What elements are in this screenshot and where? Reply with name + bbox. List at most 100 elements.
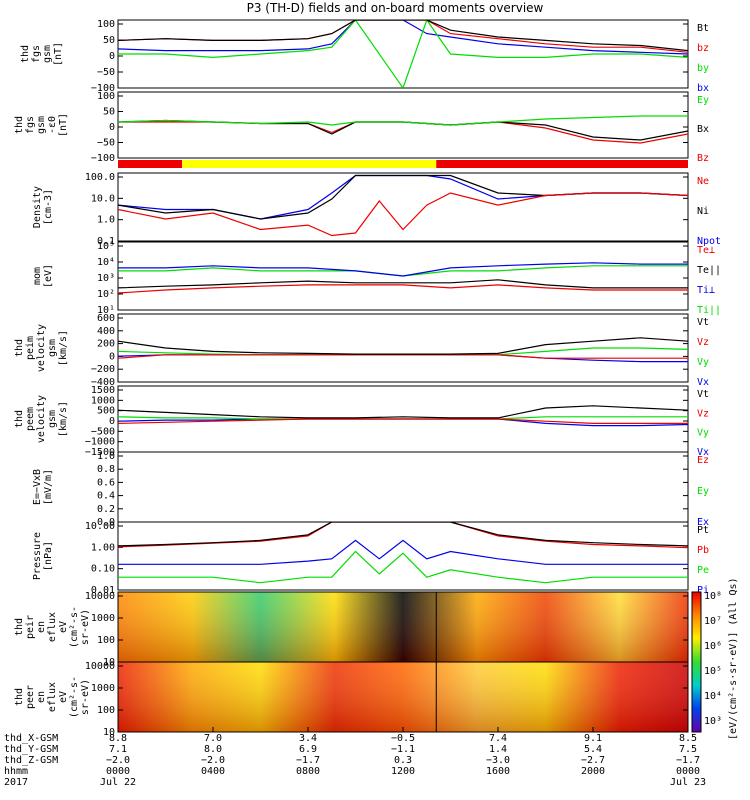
colorbar-tick: 10⁸	[704, 591, 722, 602]
legend-entry: by	[697, 63, 709, 74]
x-row-label: 2017	[4, 777, 28, 788]
y-tick-label: 10000	[85, 661, 115, 672]
y-tick-label: 10.00	[85, 521, 115, 532]
y-tick-label: 1.0	[97, 451, 115, 462]
panel-frame	[117, 313, 689, 383]
chart-title: P3 (TH-D) fields and on-board moments ov…	[247, 1, 544, 15]
y-tick-label: 0.1	[97, 236, 115, 247]
y-tick-label: 0	[109, 122, 115, 133]
x-tick-value: 8.0	[204, 744, 222, 755]
panel-7: 1.0 0.8 0.6 0.4 0.2 0.0 E=−VxB [mV/m] Ez Ey Ex	[32, 451, 709, 528]
y-tick-label: 10⁴	[97, 257, 115, 268]
y-axis-label: -ε0	[47, 116, 58, 134]
y-tick-label: 50	[103, 107, 115, 118]
panel-frame	[117, 172, 689, 242]
y-axis-label: en	[36, 621, 47, 633]
y-axis-label: Pressure	[32, 532, 43, 580]
x-tick-value: 6.9	[299, 744, 317, 755]
y-tick-label: 600	[97, 313, 115, 324]
y-axis-label: eflux	[47, 682, 58, 712]
y-tick-label: 10³	[97, 273, 115, 284]
legend-entry: bx	[697, 83, 709, 94]
x-tick-value: −2.0	[201, 755, 225, 766]
x-tick-value: −1.7	[296, 755, 320, 766]
legend-entry: Vy	[697, 428, 709, 439]
x-row-label: thd_Y-GSM	[4, 744, 58, 755]
x-tick-value: Jul 22	[100, 777, 136, 788]
x-tick-value: −1.1	[391, 744, 415, 755]
legend-entry: Vy	[697, 357, 709, 368]
y-axis-label: sr-eV)	[80, 609, 91, 645]
x-tick-value: Jul 23	[670, 777, 706, 788]
mode-segment	[436, 160, 688, 168]
y-tick-label: −100	[91, 153, 115, 164]
y-axis-label: thd	[20, 45, 31, 63]
x-tick-value: 3.4	[299, 733, 317, 744]
colorbar-tick: 10³	[704, 716, 722, 727]
series-line-bz	[118, 121, 688, 144]
panel-3: 100.0 10.0 1.0 0.1 Density [cm-3] Ne Ni Npot	[32, 172, 721, 247]
panel-10: 10000 1000 100 10 thd peer en eflux eV (cm²-s-sr-…	[14, 661, 689, 738]
mode-bar	[118, 160, 688, 168]
legend-entry: bz	[697, 43, 709, 54]
y-axis-label: thd	[14, 410, 25, 428]
y-tick-label: −100	[91, 83, 115, 94]
legend-entry: Pt	[697, 525, 709, 536]
y-axis-label: thd	[14, 618, 25, 636]
y-axis-label: velocity	[36, 395, 47, 443]
y-axis-label: peim	[25, 336, 36, 360]
panel-frame	[117, 521, 689, 591]
y-tick-label: −400	[91, 377, 115, 388]
legend-entry: Bt	[697, 23, 709, 34]
legend-entry: Pi	[697, 585, 709, 596]
series-line-bt	[118, 20, 688, 52]
y-axis-label: gsm	[47, 410, 58, 428]
x-tick-value: 8.5	[679, 733, 697, 744]
x-tick-value: 1200	[391, 766, 415, 777]
y-tick-label: 10.0	[91, 193, 115, 204]
y-tick-label: 0.6	[97, 477, 115, 488]
panel-2: 100 50 0 −50 −100 thd fgs gsm -ε0 [nT] Ey Bx Bz	[14, 91, 709, 164]
series-line-vz	[118, 418, 688, 424]
legend-entry: Npot	[697, 236, 721, 247]
y-axis-label: E=−VxB	[32, 469, 43, 505]
y-axis-label: [nT]	[53, 42, 64, 66]
y-tick-label: 0.4	[97, 491, 115, 502]
y-tick-label: −50	[97, 138, 115, 149]
panel-4: 10⁵ 10⁴ 10³ 10² 10¹ mom [eV] Te⊥ Te|| Ti⊥ Ti||	[32, 241, 721, 316]
legend-entry: Pb	[697, 545, 709, 556]
y-tick-label: 0.2	[97, 504, 115, 515]
legend-entry: Ti||	[697, 305, 721, 316]
y-axis-label: [km/s]	[58, 330, 69, 366]
colorbar-tick: 10⁶	[704, 641, 722, 652]
y-tick-label: 0.0	[97, 517, 115, 528]
legend-entry: Vx	[697, 447, 709, 458]
y-axis-label: peem	[25, 407, 36, 431]
y-tick-label: 100	[97, 19, 115, 30]
y-tick-label: 100.0	[85, 172, 115, 183]
y-tick-label: 100	[97, 635, 115, 646]
y-tick-label: 100	[97, 91, 115, 102]
legend-entry: Vx	[697, 377, 709, 388]
y-axis-label: eV	[58, 691, 69, 703]
colorbar-tick: 10⁴	[704, 691, 722, 702]
panel-frame	[117, 451, 689, 523]
x-row-label: hhmm	[4, 766, 28, 777]
y-tick-label: 0.01	[91, 585, 115, 596]
x-tick-value: −2.7	[581, 755, 605, 766]
colorbar: 10⁸ 10⁷ 10⁶ 10⁵ 10⁴ 10³ [eV/(cm²-s·sr·eV)] (Al…	[691, 577, 739, 740]
series-line-ti	[118, 262, 688, 277]
x-tick-value: 7.1	[109, 744, 127, 755]
legend-entry: Vt	[697, 317, 709, 328]
x-tick-value: 9.1	[584, 733, 602, 744]
legend-entry: Vt	[697, 389, 709, 400]
y-axis-label: thd	[14, 688, 25, 706]
x-axis-table: thd_X-GSMthd_Y-GSMthd_Z-GSMhhmm20178.87.…	[4, 727, 706, 788]
y-axis-label: [km/s]	[58, 401, 69, 437]
colorbar-tick: 10⁵	[704, 666, 722, 677]
x-row-label: thd_X-GSM	[4, 733, 58, 744]
y-axis-label: [eV]	[43, 264, 54, 288]
y-axis-label: Density	[32, 186, 43, 228]
